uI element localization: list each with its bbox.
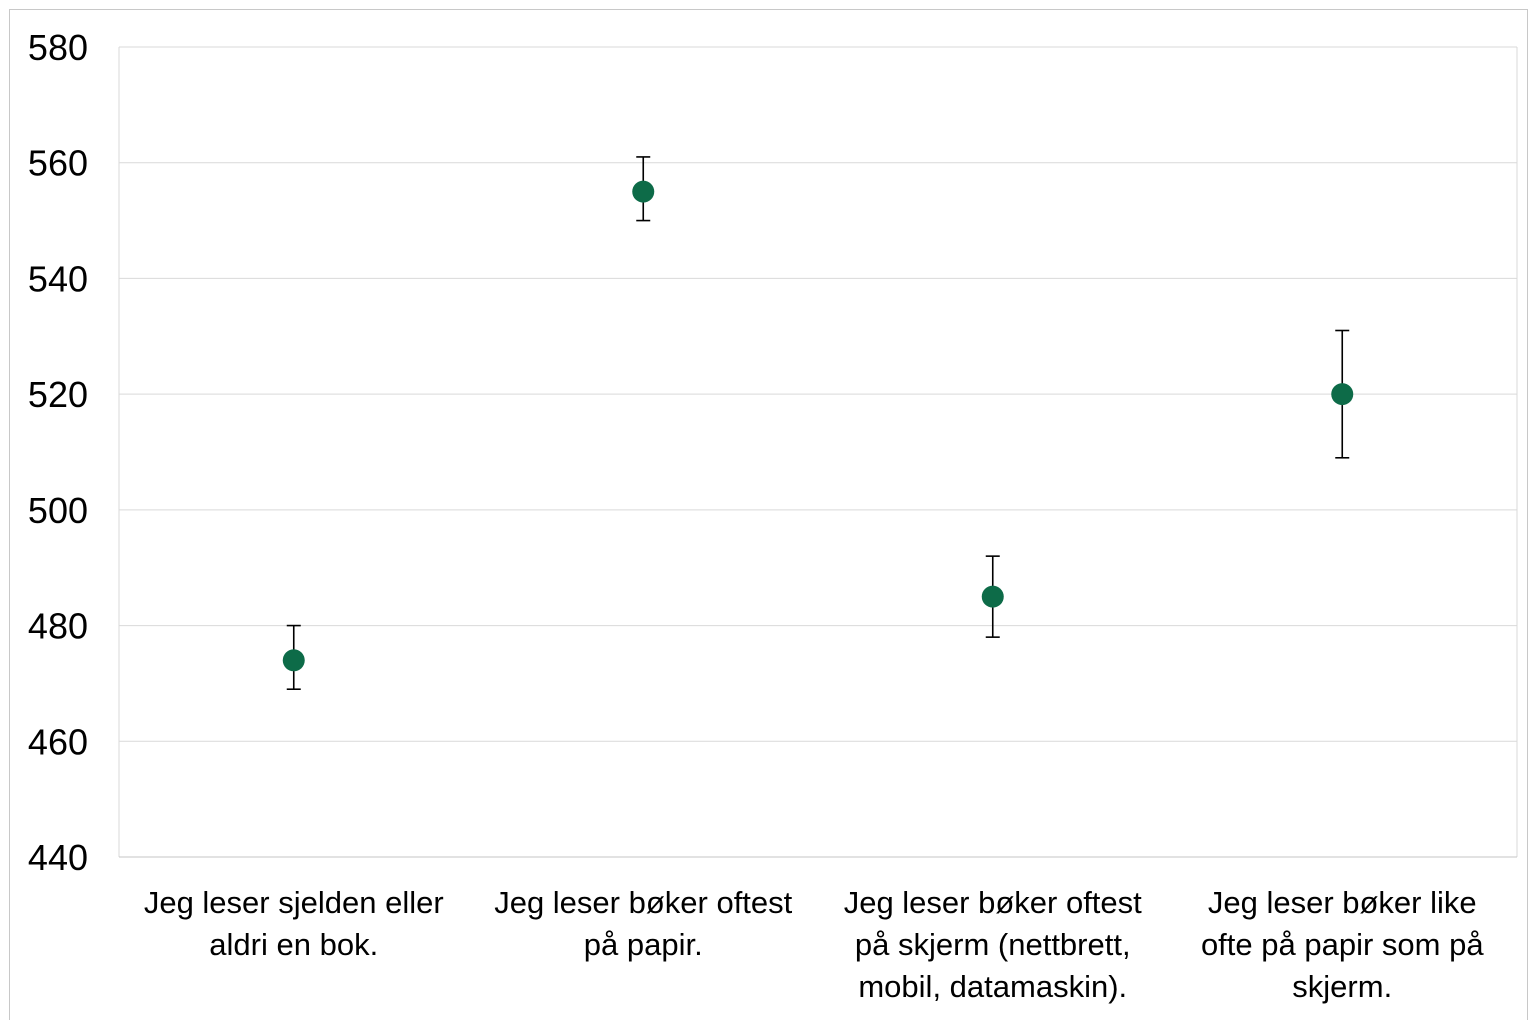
y-tick-label: 480: [28, 606, 88, 647]
y-tick-label: 580: [28, 27, 88, 68]
data-point: [981, 585, 1004, 608]
y-tick-label: 440: [28, 837, 88, 878]
x-axis-labels: Jeg leser sjelden eller aldri en bok. Jeg …: [144, 885, 1484, 1004]
y-tick-label: 560: [28, 143, 88, 184]
y-axis: 440 460 480 500 520 540 560 580: [28, 27, 88, 878]
x-category-label: Jeg leser bøker oftest på skjerm (nettbre…: [844, 885, 1142, 1004]
x-category-label: Jeg leser bøker oftest på papir.: [494, 885, 792, 962]
x-category-label: Jeg leser bøker like ofte på papir som på…: [1201, 885, 1484, 1004]
chart-frame: [9, 9, 1528, 1020]
y-tick-label: 460: [28, 721, 88, 762]
gridlines: [118, 46, 1518, 858]
y-tick-label: 500: [28, 490, 88, 531]
y-tick-label: 520: [28, 374, 88, 415]
data-point: [282, 649, 305, 672]
data-points: [282, 180, 1354, 672]
error-bars: [286, 156, 1350, 691]
y-tick-label: 540: [28, 258, 88, 299]
data-point: [632, 180, 655, 203]
data-point: [1331, 383, 1354, 406]
x-category-label: Jeg leser sjelden eller aldri en bok.: [144, 885, 444, 962]
